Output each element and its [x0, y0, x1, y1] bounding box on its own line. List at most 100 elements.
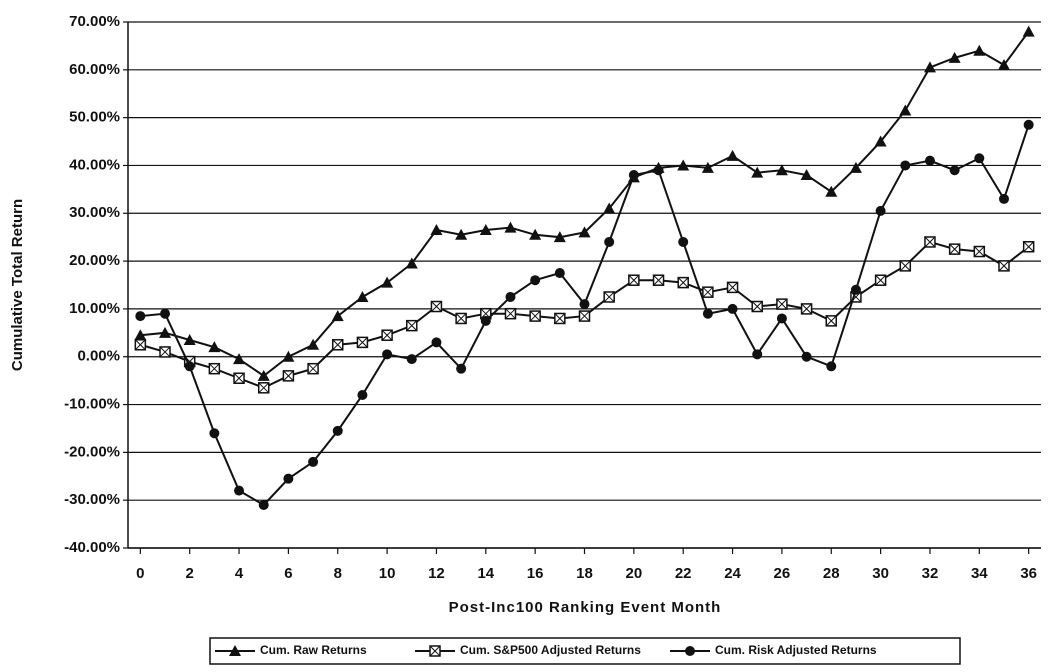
circle — [382, 349, 393, 360]
triangle — [229, 645, 241, 656]
triangle — [751, 166, 764, 178]
circle — [900, 160, 911, 171]
circle — [850, 284, 861, 295]
point-marker — [160, 308, 171, 319]
point-marker — [628, 274, 640, 286]
y-tick-label: 70.00% — [69, 13, 120, 30]
x-tick-label: 24 — [724, 565, 741, 582]
circle — [801, 351, 812, 362]
x-tick-label: 18 — [576, 565, 593, 582]
triangle — [603, 202, 616, 214]
point-marker — [973, 245, 986, 258]
point-marker — [949, 165, 960, 176]
circle — [685, 646, 695, 656]
point-marker — [456, 363, 467, 374]
x-tick-label: 8 — [334, 565, 342, 582]
circle — [628, 170, 639, 181]
x-tick-label: 26 — [774, 565, 791, 582]
circle — [332, 425, 343, 436]
point-marker — [480, 315, 491, 326]
point-marker — [726, 149, 739, 161]
circle — [480, 315, 491, 326]
point-marker — [1022, 25, 1035, 37]
point-marker — [628, 170, 639, 181]
triangle — [997, 59, 1010, 71]
point-marker — [257, 382, 270, 394]
cross — [603, 291, 615, 303]
circle — [924, 155, 935, 166]
cross — [332, 339, 344, 351]
circle — [727, 303, 738, 314]
point-marker — [678, 236, 689, 247]
point-marker — [997, 59, 1010, 71]
point-marker — [752, 349, 763, 360]
circle — [135, 311, 146, 322]
cross — [159, 346, 171, 358]
x-axis-label: Post-Inc100 Ranking Event Month — [449, 599, 722, 616]
triangle — [529, 228, 542, 240]
cross — [283, 370, 294, 382]
point-marker — [727, 303, 738, 314]
cross — [554, 313, 566, 324]
x-tick-label: 36 — [1020, 565, 1037, 582]
point-marker — [924, 155, 935, 166]
point-marker — [652, 274, 665, 286]
triangle — [923, 61, 936, 73]
cross — [209, 363, 220, 375]
cross — [776, 298, 788, 310]
point-marker — [677, 159, 690, 171]
y-tick-label: 60.00% — [69, 61, 120, 78]
point-marker — [874, 274, 887, 286]
x-tick-label: 32 — [922, 565, 939, 582]
circle — [456, 363, 467, 374]
circle — [530, 275, 541, 286]
legend-box — [209, 637, 961, 665]
triangle — [899, 104, 912, 116]
point-marker — [948, 51, 961, 63]
point-marker — [331, 310, 344, 322]
point-marker — [1023, 119, 1034, 130]
point-marker — [900, 160, 911, 171]
point-marker — [800, 303, 813, 315]
point-marker — [776, 298, 788, 310]
point-marker — [849, 161, 862, 173]
circle — [998, 193, 1009, 204]
point-marker — [135, 311, 146, 322]
triangle — [553, 231, 566, 243]
point-marker — [429, 645, 441, 657]
cross — [998, 260, 1010, 272]
point-marker — [578, 310, 591, 322]
point-marker — [973, 44, 986, 56]
point-marker — [504, 307, 517, 320]
y-tick-label: -20.00% — [64, 443, 120, 460]
cross — [727, 282, 738, 293]
point-marker — [357, 389, 368, 400]
point-marker — [998, 260, 1010, 272]
circle — [258, 499, 269, 510]
triangle — [973, 44, 986, 56]
circle — [604, 236, 615, 247]
circle — [554, 268, 565, 279]
point-marker — [159, 346, 171, 358]
cross — [949, 243, 960, 255]
triangle — [677, 159, 690, 171]
y-tick-label: 30.00% — [69, 204, 120, 221]
point-marker — [702, 308, 713, 319]
circle — [678, 236, 689, 247]
point-marker — [455, 228, 468, 240]
point-marker — [406, 354, 417, 365]
circle — [653, 165, 664, 176]
point-marker — [826, 361, 837, 372]
point-marker — [134, 329, 147, 341]
point-marker — [751, 166, 764, 178]
point-marker — [258, 499, 269, 510]
point-marker — [356, 336, 369, 349]
circle — [875, 205, 886, 216]
point-marker — [134, 339, 147, 351]
x-tick-label: 20 — [626, 565, 643, 582]
circle — [431, 337, 442, 348]
x-tick-label: 10 — [379, 565, 396, 582]
circle — [579, 299, 590, 310]
triangle — [701, 161, 714, 173]
triangle — [948, 51, 961, 63]
